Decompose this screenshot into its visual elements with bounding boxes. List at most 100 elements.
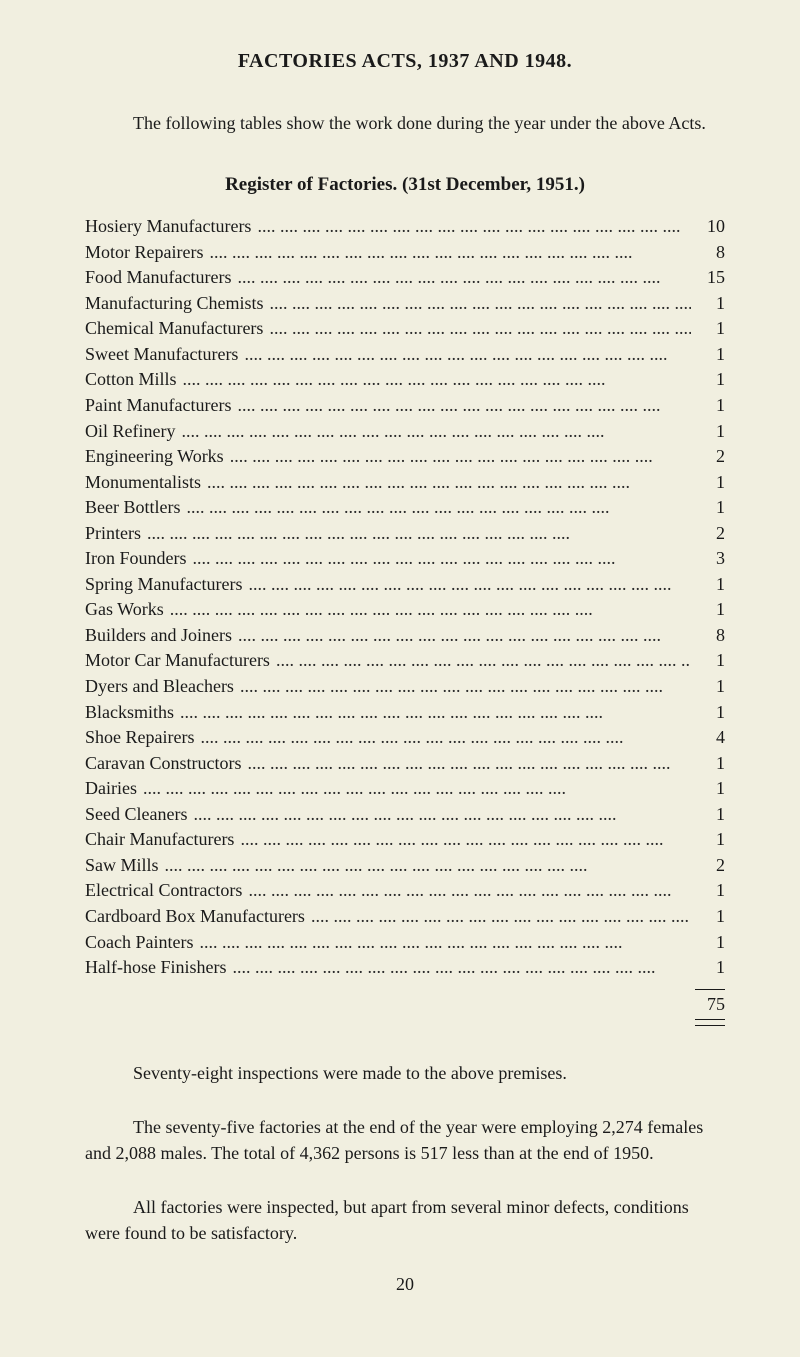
register-value: 1 (697, 648, 725, 674)
register-row: Gas Works.... .... .... .... .... .... .… (85, 597, 725, 623)
paragraph-1: Seventy-eight inspections were made to t… (85, 1060, 725, 1086)
register-row: Builders and Joiners.... .... .... .... … (85, 623, 725, 649)
register-subtitle: Register of Factories. (31st December, 1… (85, 174, 725, 196)
register-row: Saw Mills.... .... .... .... .... .... .… (85, 853, 725, 879)
register-dots: .... .... .... .... .... .... .... .... … (143, 776, 691, 802)
register-value: 15 (697, 265, 725, 291)
register-label: Iron Founders (85, 546, 187, 572)
register-dots: .... .... .... .... .... .... .... .... … (257, 214, 691, 240)
register-label: Engineering Works (85, 444, 224, 470)
register-row: Spring Manufacturers.... .... .... .... … (85, 572, 725, 598)
register-label: Gas Works (85, 597, 164, 623)
register-value: 1 (697, 930, 725, 956)
register-label: Motor Car Manufacturers (85, 648, 270, 674)
register-label: Blacksmiths (85, 700, 174, 726)
register-dots: .... .... .... .... .... .... .... .... … (183, 367, 691, 393)
register-label: Saw Mills (85, 853, 159, 879)
register-row: Iron Founders.... .... .... .... .... ..… (85, 546, 725, 572)
register-label: Food Manufacturers (85, 265, 231, 291)
register-value: 10 (697, 214, 725, 240)
register-row: Cotton Mills.... .... .... .... .... ...… (85, 367, 725, 393)
register-value: 2 (697, 853, 725, 879)
register-row: Caravan Constructors.... .... .... .... … (85, 751, 725, 777)
register-row: Dairies.... .... .... .... .... .... ...… (85, 776, 725, 802)
register-value: 1 (697, 802, 725, 828)
register-dots: .... .... .... .... .... .... .... .... … (209, 240, 691, 266)
register-dots: .... .... .... .... .... .... .... .... … (181, 419, 691, 445)
register-label: Monumentalists (85, 470, 201, 496)
register-dots: .... .... .... .... .... .... .... .... … (193, 546, 692, 572)
register-row: Hosiery Manufacturers.... .... .... ....… (85, 214, 725, 240)
register-value: 4 (697, 725, 725, 751)
register-label: Chair Manufacturers (85, 827, 234, 853)
paragraph-3: All factories were inspected, but apart … (85, 1194, 725, 1246)
register-dots: .... .... .... .... .... .... .... .... … (240, 674, 691, 700)
register-row: Shoe Repairers.... .... .... .... .... .… (85, 725, 725, 751)
register-dots: .... .... .... .... .... .... .... .... … (238, 623, 691, 649)
register-row: Blacksmiths.... .... .... .... .... ....… (85, 700, 725, 726)
register-value: 1 (697, 878, 725, 904)
register-dots: .... .... .... .... .... .... .... .... … (311, 904, 691, 930)
register-value: 1 (697, 367, 725, 393)
register-label: Electrical Contractors (85, 878, 242, 904)
register-value: 1 (697, 572, 725, 598)
register-dots: .... .... .... .... .... .... .... .... … (248, 878, 691, 904)
paragraph-2: The seventy-five factories at the end of… (85, 1114, 725, 1166)
register-row: Chair Manufacturers.... .... .... .... .… (85, 827, 725, 853)
register-label: Manufacturing Chemists (85, 291, 263, 317)
register-dots: .... .... .... .... .... .... .... .... … (165, 853, 691, 879)
register-dots: .... .... .... .... .... .... .... .... … (180, 700, 691, 726)
register-row: Engineering Works.... .... .... .... ...… (85, 444, 725, 470)
register-row: Manufacturing Chemists.... .... .... ...… (85, 291, 725, 317)
register-value: 1 (697, 776, 725, 802)
register-value: 1 (697, 342, 725, 368)
register-dots: .... .... .... .... .... .... .... .... … (237, 265, 691, 291)
page-number: 20 (85, 1274, 725, 1295)
register-dots: .... .... .... .... .... .... .... .... … (232, 955, 691, 981)
register-row: Printers.... .... .... .... .... .... ..… (85, 521, 725, 547)
register-dots: .... .... .... .... .... .... .... .... … (193, 802, 691, 828)
register-label: Dairies (85, 776, 137, 802)
register-row: Food Manufacturers.... .... .... .... ..… (85, 265, 725, 291)
register-value: 1 (697, 470, 725, 496)
register-value: 1 (697, 955, 725, 981)
register-row: Motor Car Manufacturers.... .... .... ..… (85, 648, 725, 674)
register-label: Sweet Manufacturers (85, 342, 238, 368)
register-value: 8 (697, 240, 725, 266)
register-dots: .... .... .... .... .... .... .... .... … (170, 597, 691, 623)
register-value: 2 (697, 444, 725, 470)
total-underline (85, 1024, 725, 1026)
total-value: 75 (695, 989, 725, 1020)
register-value: 8 (697, 623, 725, 649)
intro-paragraph: The following tables show the work done … (85, 111, 725, 136)
register-label: Builders and Joiners (85, 623, 232, 649)
register-label: Chemical Manufacturers (85, 316, 263, 342)
register-list: Hosiery Manufacturers.... .... .... ....… (85, 214, 725, 980)
register-value: 1 (697, 291, 725, 317)
register-value: 1 (697, 495, 725, 521)
register-dots: .... .... .... .... .... .... .... .... … (247, 751, 691, 777)
register-row: Half-hose Finishers.... .... .... .... .… (85, 955, 725, 981)
register-row: Coach Painters.... .... .... .... .... .… (85, 930, 725, 956)
register-dots: .... .... .... .... .... .... .... .... … (237, 393, 691, 419)
register-label: Caravan Constructors (85, 751, 241, 777)
register-value: 1 (697, 700, 725, 726)
register-label: Paint Manufacturers (85, 393, 231, 419)
register-label: Oil Refinery (85, 419, 175, 445)
register-dots: .... .... .... .... .... .... .... .... … (248, 572, 691, 598)
register-row: Cardboard Box Manufacturers.... .... ...… (85, 904, 725, 930)
register-row: Monumentalists.... .... .... .... .... .… (85, 470, 725, 496)
register-value: 2 (697, 521, 725, 547)
register-dots: .... .... .... .... .... .... .... .... … (269, 316, 691, 342)
register-label: Spring Manufacturers (85, 572, 242, 598)
register-value: 1 (697, 904, 725, 930)
register-value: 1 (697, 674, 725, 700)
register-label: Cardboard Box Manufacturers (85, 904, 305, 930)
register-value: 1 (697, 316, 725, 342)
register-dots: .... .... .... .... .... .... .... .... … (244, 342, 691, 368)
register-value: 1 (697, 751, 725, 777)
total-line: 75 (85, 989, 725, 1024)
register-value: 1 (697, 597, 725, 623)
register-row: Chemical Manufacturers.... .... .... ...… (85, 316, 725, 342)
register-dots: .... .... .... .... .... .... .... .... … (199, 930, 691, 956)
